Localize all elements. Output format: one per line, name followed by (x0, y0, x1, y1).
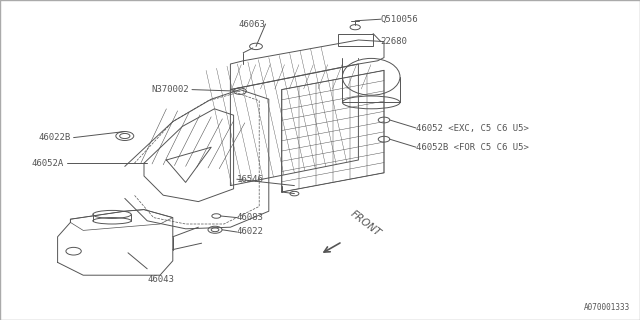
Text: 46022: 46022 (237, 228, 264, 236)
Text: 46052A: 46052A (32, 159, 64, 168)
Text: 46063: 46063 (239, 20, 266, 28)
Text: FRONT: FRONT (349, 209, 383, 238)
Text: 46043: 46043 (147, 276, 174, 284)
Text: 46022B: 46022B (38, 133, 70, 142)
Text: 46052 <EXC, C5 C6 U5>: 46052 <EXC, C5 C6 U5> (416, 124, 529, 132)
Text: 22680: 22680 (381, 37, 408, 46)
Text: N370002: N370002 (151, 85, 189, 94)
Text: 46052B <FOR C5 C6 U5>: 46052B <FOR C5 C6 U5> (416, 143, 529, 152)
Text: Q510056: Q510056 (381, 15, 419, 24)
Text: 46083: 46083 (237, 213, 264, 222)
Text: A070001333: A070001333 (584, 303, 630, 312)
Text: 16546: 16546 (237, 175, 264, 184)
